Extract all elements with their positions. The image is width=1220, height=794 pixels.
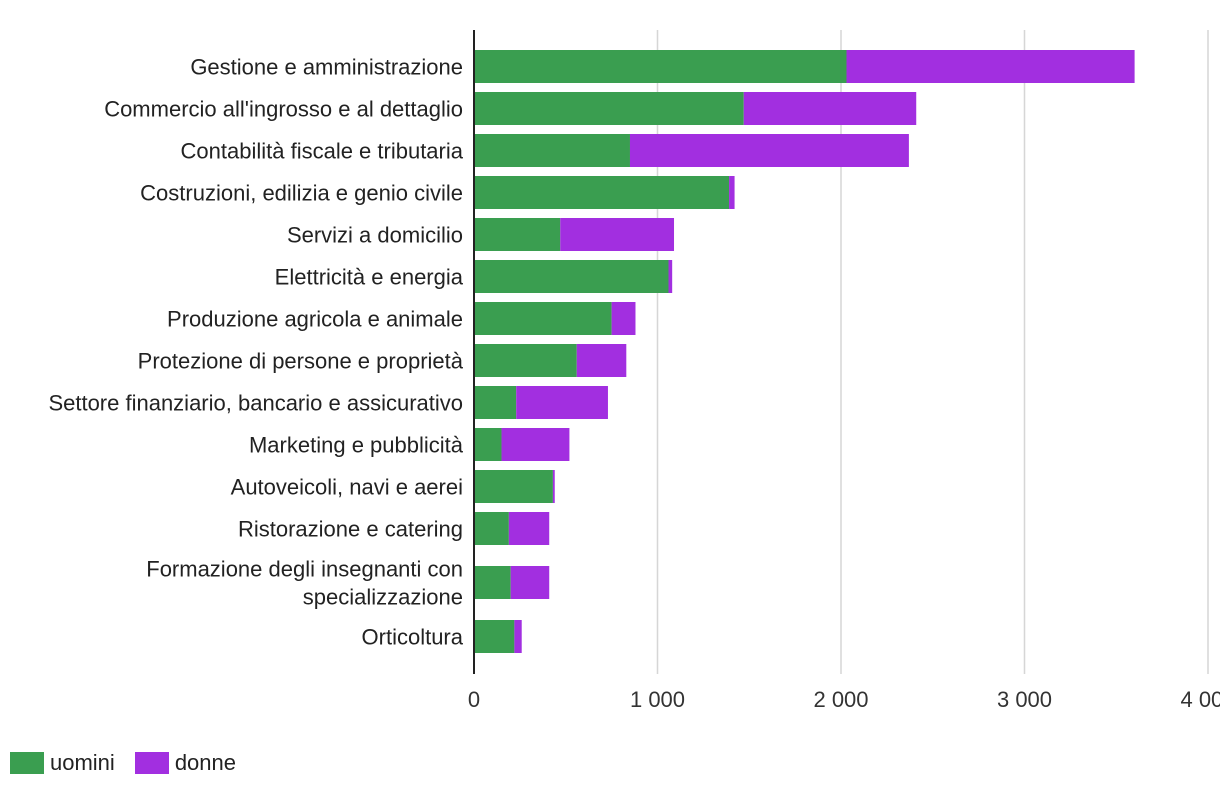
legend-label-donne: donne bbox=[174, 750, 236, 775]
category-label: Protezione di persone e proprietà bbox=[138, 349, 464, 374]
bar-uomini bbox=[474, 344, 577, 377]
category-labels: Gestione e amministrazione Commercio all'… bbox=[48, 55, 463, 650]
legend-label-uomini: uomini bbox=[50, 750, 115, 775]
category-label: Autoveicoli, navi e aerei bbox=[231, 475, 463, 500]
bar-uomini bbox=[474, 566, 511, 599]
x-tick-label: 2 000 bbox=[813, 687, 868, 712]
bar-uomini bbox=[474, 470, 553, 503]
category-label: Servizi a domicilio bbox=[287, 223, 463, 248]
category-label: specializzazione bbox=[303, 585, 463, 610]
legend-item-uomini: uomini bbox=[10, 750, 115, 776]
bar-donne bbox=[516, 386, 608, 419]
bar-donne bbox=[560, 218, 675, 251]
category-label: Costruzioni, edilizia e genio civile bbox=[140, 181, 463, 206]
bar-donne bbox=[729, 176, 735, 209]
bar-uomini bbox=[474, 134, 630, 167]
bar-uomini bbox=[474, 386, 517, 419]
bar-uomini bbox=[474, 512, 509, 545]
bar-donne bbox=[611, 302, 636, 335]
category-label: Elettricità e energia bbox=[275, 265, 464, 290]
bar-uomini bbox=[474, 428, 502, 461]
category-label: Marketing e pubblicità bbox=[249, 433, 464, 458]
bar-uomini bbox=[474, 302, 612, 335]
category-label: Settore finanziario, bancario e assicura… bbox=[48, 391, 463, 416]
x-tick-label: 3 000 bbox=[997, 687, 1052, 712]
bar-donne bbox=[846, 50, 1135, 83]
bar-donne bbox=[501, 428, 570, 461]
bar-uomini bbox=[474, 218, 561, 251]
bar-donne bbox=[668, 260, 673, 293]
bars bbox=[474, 50, 1135, 653]
bar-donne bbox=[514, 620, 522, 653]
bar-donne bbox=[629, 134, 909, 167]
x-tick-labels: 0 1 000 2 000 3 000 4 000 bbox=[468, 687, 1220, 712]
category-label: Orticoltura bbox=[362, 625, 464, 650]
legend-item-donne: donne bbox=[134, 750, 236, 776]
category-label: Ristorazione e catering bbox=[238, 517, 463, 542]
bar-uomini bbox=[474, 260, 669, 293]
category-label: Formazione degli insegnanti con bbox=[146, 557, 463, 582]
x-tick-label: 4 000 bbox=[1180, 687, 1220, 712]
category-label: Commercio all'ingrosso e al dettaglio bbox=[104, 97, 463, 122]
x-tick-label: 0 bbox=[468, 687, 480, 712]
bar-uomini bbox=[474, 50, 847, 83]
category-label: Produzione agricola e animale bbox=[167, 307, 463, 332]
gridlines bbox=[656, 30, 1209, 674]
category-label: Gestione e amministrazione bbox=[190, 55, 463, 80]
x-tick-label: 1 000 bbox=[630, 687, 685, 712]
bar-donne bbox=[552, 470, 555, 503]
bar-donne bbox=[508, 512, 550, 545]
bar-uomini bbox=[474, 620, 515, 653]
bar-donne bbox=[576, 344, 627, 377]
bar-uomini bbox=[474, 92, 744, 125]
bar-donne bbox=[743, 92, 917, 125]
bar-donne bbox=[510, 566, 550, 599]
legend-swatch-donne bbox=[134, 752, 169, 774]
bar-uomini bbox=[474, 176, 730, 209]
legend: uomini donne bbox=[10, 750, 256, 776]
category-label: Contabilità fiscale e tributaria bbox=[181, 139, 464, 164]
bar-chart: Gestione e amministrazione Commercio all'… bbox=[48, 30, 1220, 712]
legend-swatch-uomini bbox=[10, 752, 44, 774]
